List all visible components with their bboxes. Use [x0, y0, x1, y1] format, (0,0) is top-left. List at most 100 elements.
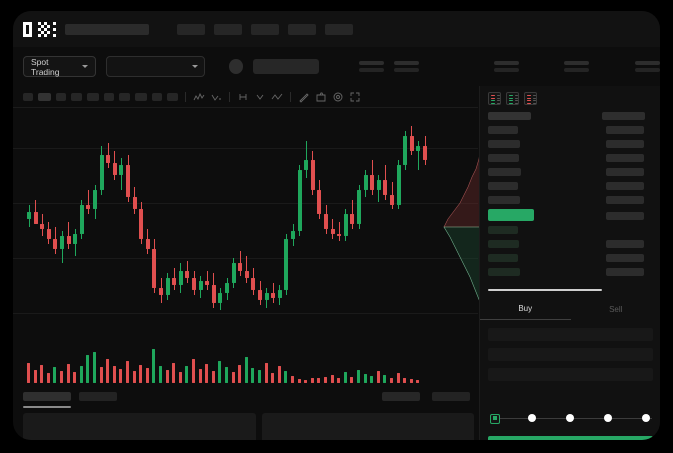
nav-item-5[interactable] [325, 23, 353, 35]
timeframe-option-10[interactable] [167, 92, 178, 101]
nav-item-2[interactable] [214, 23, 242, 35]
timeframe-option-7[interactable] [119, 92, 130, 101]
trading-mode-selector[interactable]: Spot Trading [23, 56, 96, 77]
volume-bar [27, 362, 30, 383]
candlestick-chart[interactable] [13, 108, 478, 338]
volume-bar [73, 371, 77, 383]
volume-bar [291, 375, 294, 383]
tab-sell[interactable]: Sell [609, 304, 623, 314]
nav-item-1[interactable] [177, 23, 205, 35]
volume-bar [225, 367, 228, 383]
tab-open-orders[interactable] [23, 392, 71, 401]
drawing-pencil-icon[interactable] [298, 91, 310, 103]
volume-bar [112, 365, 116, 383]
volume-bar [357, 370, 360, 383]
order-amount-field[interactable] [488, 348, 653, 361]
trendline-icon[interactable] [271, 91, 283, 103]
chevron-down-icon [81, 65, 88, 68]
volume-bar [218, 360, 222, 383]
nav-item-4[interactable] [288, 23, 316, 35]
volume-bar [390, 377, 393, 383]
bottom-action-1[interactable] [382, 392, 420, 401]
fullscreen-icon[interactable] [349, 91, 361, 103]
orderbook-ask-price [488, 196, 520, 204]
trading-pair-selector[interactable] [105, 56, 205, 77]
tab-order-history[interactable] [79, 392, 117, 401]
slider-step-75[interactable] [604, 414, 612, 422]
volume-bar [93, 351, 96, 383]
chart-gridline [13, 148, 478, 149]
orders-panel-left [23, 413, 256, 440]
timeframe-option-1[interactable] [23, 92, 33, 101]
slider-handle[interactable] [490, 413, 500, 424]
order-total-field[interactable] [488, 368, 653, 381]
stat-low [564, 61, 590, 72]
volume-bar [152, 349, 156, 383]
orderbook-column-header-price [488, 112, 531, 120]
toolbar-divider [229, 91, 230, 102]
slider-step-25[interactable] [528, 414, 536, 422]
orderbook-bid-amount [606, 254, 644, 262]
compare-icon[interactable] [254, 91, 266, 103]
orderbook-last-amount [606, 212, 644, 220]
okx-logo[interactable] [23, 21, 56, 37]
chart-type-candle-icon[interactable] [210, 91, 222, 103]
orderbook-view-modes [480, 86, 660, 110]
orderbook-bid-price [488, 226, 518, 234]
orderbook-scrollbar[interactable] [488, 289, 602, 291]
volume-bar [264, 362, 268, 383]
orderbook-ask-amount [606, 140, 644, 148]
toolbar-divider [290, 91, 291, 102]
volume-bar [185, 365, 189, 383]
nav-item-3[interactable] [251, 23, 279, 35]
volume-bar [192, 359, 195, 383]
timeframe-option-9[interactable] [152, 92, 162, 101]
volume-bar [231, 371, 235, 383]
volume-bar [297, 379, 301, 383]
last-price-display [253, 59, 320, 74]
global-search-input[interactable] [65, 23, 149, 35]
camera-icon[interactable] [315, 91, 327, 103]
timeframe-option-2[interactable] [38, 92, 51, 101]
orderbook-bid-amount [606, 268, 644, 276]
volume-bar [106, 359, 110, 383]
bottom-action-2[interactable] [432, 392, 470, 401]
timeframe-option-5[interactable] [87, 92, 99, 101]
volume-bar [66, 363, 70, 383]
indicators-icon[interactable] [237, 91, 249, 103]
orderbook-last-price [488, 209, 534, 221]
top-navigation-bar [13, 11, 660, 47]
volume-bar [350, 376, 354, 383]
submit-order-button[interactable] [488, 436, 653, 440]
chart-gridline [13, 203, 478, 204]
timeframe-option-8[interactable] [135, 92, 147, 101]
slider-step-50[interactable] [566, 414, 574, 422]
volume-bar [376, 371, 380, 383]
orderbook-bid-price [488, 240, 519, 248]
orderbook-mode-both-icon[interactable] [488, 92, 501, 105]
orderbook-ask-amount [606, 196, 644, 204]
volume-bar [132, 371, 136, 383]
orderbook-mode-bids-icon[interactable] [506, 92, 519, 105]
orderbook-mode-asks-icon[interactable] [524, 92, 537, 105]
volume-bar [40, 364, 44, 383]
chart-type-line-icon[interactable] [193, 91, 205, 103]
volume-bar [119, 369, 123, 383]
settings-gear-icon[interactable] [332, 91, 344, 103]
timeframe-option-4[interactable] [71, 92, 82, 101]
timeframe-option-6[interactable] [104, 92, 114, 101]
timeframe-option-3[interactable] [56, 92, 66, 101]
order-amount-slider[interactable] [490, 413, 652, 424]
volume-bar [370, 375, 374, 383]
order-side-tabs: Buy Sell [480, 298, 660, 320]
market-sub-header: Spot Trading [13, 47, 660, 86]
chart-gridline [13, 313, 478, 314]
volume-bar [396, 372, 400, 383]
tab-buy[interactable]: Buy [480, 298, 571, 320]
volume-bar [198, 369, 202, 383]
volume-bar [251, 368, 255, 383]
slider-step-100[interactable] [642, 414, 650, 422]
stat-volume [493, 61, 519, 72]
volume-bar [304, 380, 308, 383]
order-price-field[interactable] [488, 328, 653, 341]
